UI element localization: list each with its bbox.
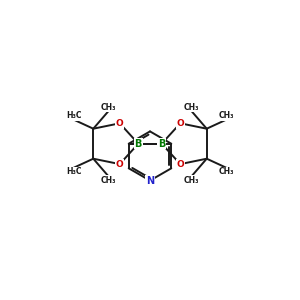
Text: CH₃: CH₃ <box>100 176 116 185</box>
Text: CH₃: CH₃ <box>184 176 200 185</box>
Text: B: B <box>158 139 165 149</box>
Text: O: O <box>116 119 124 128</box>
Text: N: N <box>146 176 154 186</box>
Text: CH₃: CH₃ <box>100 103 116 112</box>
Text: CH₃: CH₃ <box>184 103 200 112</box>
Text: H₃C: H₃C <box>66 111 82 120</box>
Text: CH₃: CH₃ <box>218 111 234 120</box>
Text: O: O <box>176 160 184 169</box>
Text: H₃C: H₃C <box>66 167 82 176</box>
Text: O: O <box>116 160 124 169</box>
Text: B: B <box>135 139 142 149</box>
Text: O: O <box>176 119 184 128</box>
Text: CH₃: CH₃ <box>218 167 234 176</box>
